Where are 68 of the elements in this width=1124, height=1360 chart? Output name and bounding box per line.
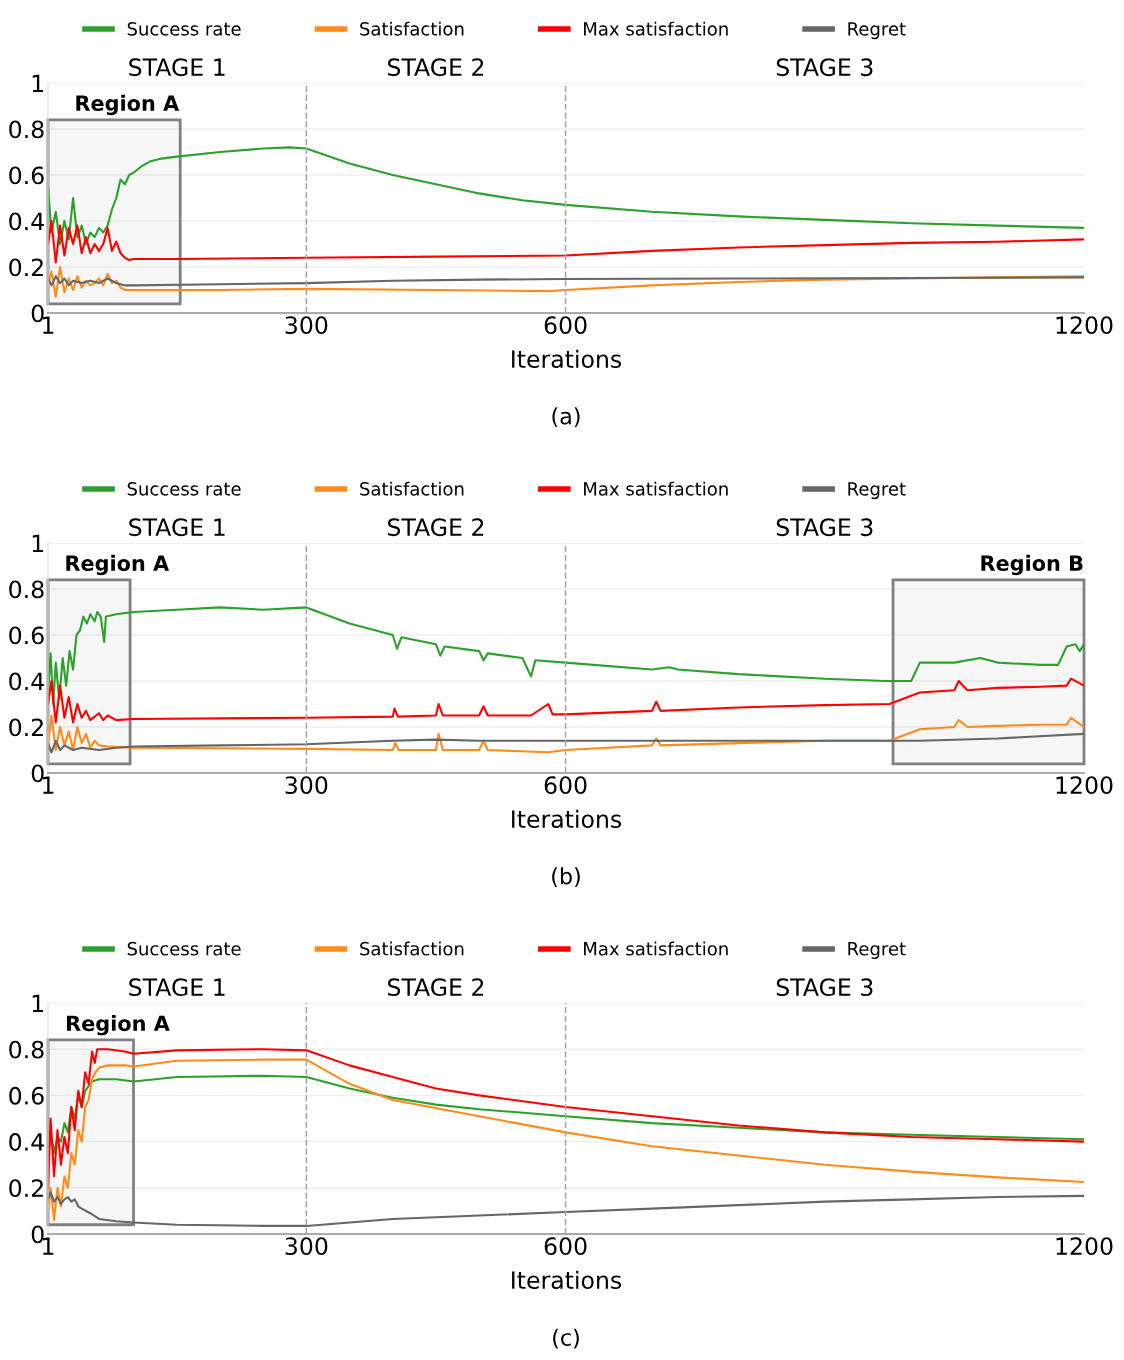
y-tick-label: 0.6 [9,1086,44,1105]
y-tick-label: 0.8 [9,580,44,599]
text: STAGE 3 [776,978,873,997]
x-axis-title: Iterations [512,1270,622,1290]
x-tick-label: 600 [544,316,587,335]
text: STAGE 1 [129,978,225,997]
legend-label: Max satisfaction [584,481,728,496]
x-tick-label: 1200 [1056,316,1113,335]
text: STAGE 2 [387,58,484,77]
text: STAGE 2 [387,978,484,997]
line-series [48,1058,1084,1222]
y-tick-label: 0.4 [9,1133,44,1151]
y-tick-label: 0 [31,1225,44,1244]
band-label: Region B [981,554,1083,576]
line-series [48,606,1084,706]
legend-label: Success rate [127,941,241,956]
band-label: Region A [76,94,180,116]
x-axis-title: Iterations [512,809,622,829]
y-tick-label: 0 [31,304,44,323]
y-tick-label: 0.2 [9,1179,43,1198]
legend-label: Satisfaction [360,481,464,496]
legend-label: Success rate [127,481,241,496]
text: (a) [552,407,580,428]
text: STAGE 3 [776,58,873,77]
y-tick-label: 0.2 [9,718,43,737]
line-series [48,265,1084,298]
y-tick-label: 0.6 [9,626,44,645]
x-tick-label: 600 [544,776,587,795]
legend-label: Max satisfaction [584,21,728,36]
legend-label: Max satisfaction [584,941,728,956]
x-tick-label: 1200 [1056,1237,1113,1256]
x-tick-label: 300 [285,316,328,335]
text: STAGE 1 [129,518,225,537]
legend-label: Regret [848,482,906,500]
line-series [48,677,1084,724]
legend-label: Satisfaction [360,941,464,956]
line-series [48,732,1084,754]
x-tick-label: 600 [544,1237,587,1256]
line-series [48,146,1084,246]
x-axis-title: Iterations [512,349,622,369]
legend-label: Satisfaction [360,21,464,36]
y-tick-label: 0.6 [9,166,44,185]
text: STAGE 3 [776,518,873,537]
line-series [48,219,1084,264]
y-tick-label: 0.4 [9,672,44,691]
line-series [48,714,1084,754]
y-tick-label: 0.8 [9,120,44,139]
y-tick-label: 0.8 [9,1040,44,1059]
text: (b) [552,867,580,888]
x-tick-label: 300 [285,1237,328,1256]
y-tick-label: 0.4 [9,212,44,231]
legend-label: Success rate [127,21,241,36]
x-tick-label: 300 [285,776,328,795]
line-series [48,275,1084,287]
text: STAGE 2 [387,518,484,537]
legend-label: Regret [848,942,906,960]
text: (c) [553,1328,579,1349]
y-tick-label: 1 [32,534,44,552]
y-tick-label: 0 [31,764,44,783]
y-tick-label: 1 [32,74,44,92]
legend-label: Regret [848,22,906,40]
y-tick-label: 1 [32,994,44,1012]
text: STAGE 1 [129,58,225,77]
x-tick-label: 1200 [1056,776,1113,795]
band-label: Region A [66,554,170,576]
y-tick-label: 0.2 [9,258,43,277]
line-series [48,1191,1084,1227]
band-label: Region A [67,1015,170,1036]
